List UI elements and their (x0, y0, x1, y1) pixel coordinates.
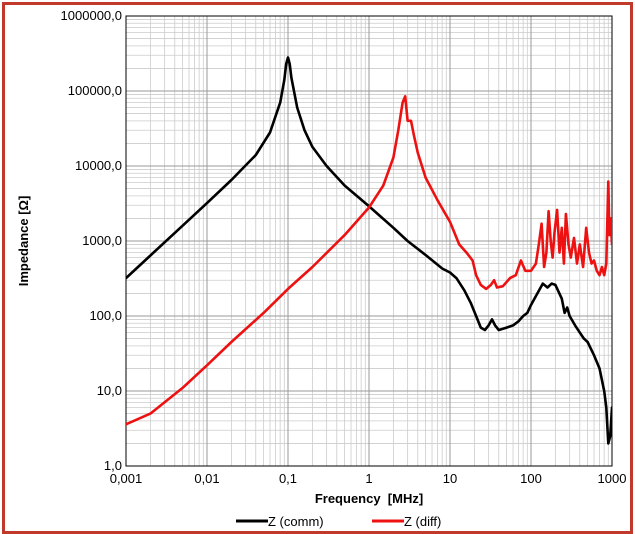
y-tick-label: 1000000,0 (61, 8, 122, 23)
y-tick-label: 100,0 (89, 308, 122, 323)
x-tick-label: 1 (365, 471, 372, 486)
series-line-diff (126, 95, 612, 426)
series-line-comm (126, 56, 612, 445)
x-axis-title: Frequency [MHz] (315, 491, 423, 506)
y-tick-label: 100000,0 (68, 83, 122, 98)
legend-label-comm: Z (comm) (268, 514, 324, 529)
x-tick-label: 0,001 (110, 471, 143, 486)
y-tick-label: 1000,0 (82, 233, 122, 248)
x-tick-label: 100 (520, 471, 542, 486)
y-tick-label: 10000,0 (75, 158, 122, 173)
x-tick-label: 10 (443, 471, 457, 486)
y-tick-label: 1,0 (104, 458, 122, 473)
x-tick-label: 1000 (598, 471, 627, 486)
x-tick-label: 0,01 (194, 471, 219, 486)
x-tick-labels: 0,001 0,01 0,1 1 10 100 1000 (110, 471, 627, 486)
y-tick-label: 10,0 (97, 383, 122, 398)
series-lines (126, 56, 612, 445)
x-tick-label: 0,1 (279, 471, 297, 486)
legend-label-diff: Z (diff) (404, 514, 441, 529)
legend: Z (comm) Z (diff) (236, 514, 441, 529)
y-tick-labels: 1,0 10,0 100,0 1000,0 10000,0 100000,0 1000000… (61, 8, 122, 473)
y-axis-title: Impedance [Ω] (16, 196, 31, 287)
